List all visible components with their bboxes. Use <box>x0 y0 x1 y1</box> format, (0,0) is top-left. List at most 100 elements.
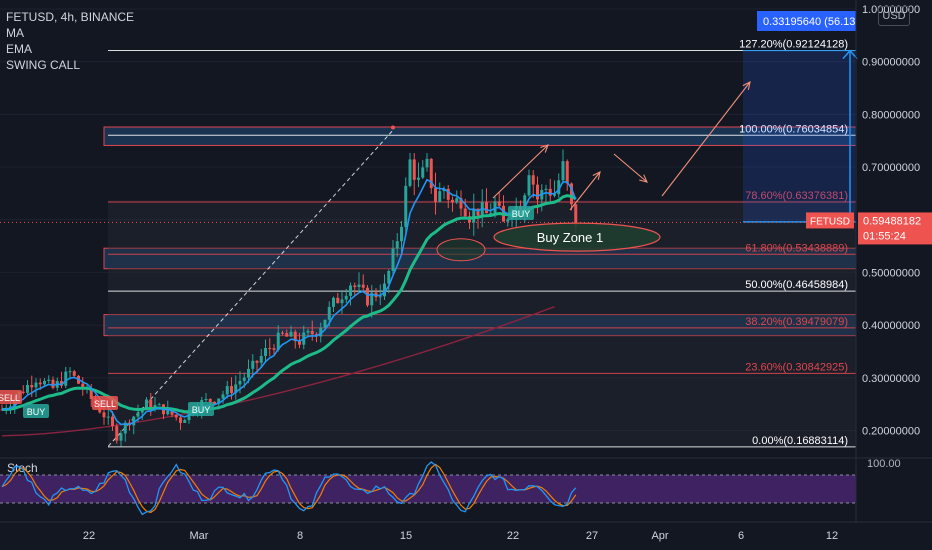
candle-body <box>434 188 437 202</box>
stoch-k-line <box>1 461 577 516</box>
candle-body <box>119 433 123 441</box>
projection-arrow-2-head <box>592 171 601 180</box>
candle-body <box>38 382 42 385</box>
candle-body <box>421 167 425 178</box>
candle-body <box>340 299 344 304</box>
candle-body <box>281 332 284 334</box>
candle-body <box>391 248 395 271</box>
candle-body <box>213 401 216 404</box>
ema-line <box>1 194 577 414</box>
ma-line <box>1 178 577 426</box>
candle-body <box>353 285 357 288</box>
candle-body <box>489 212 493 214</box>
candle-body <box>68 371 72 373</box>
candle-body <box>446 188 450 200</box>
signal-tag-sell <box>92 396 118 410</box>
candle-body <box>204 398 208 401</box>
projection-arrow-3 <box>613 153 648 183</box>
time-axis-label: Mar <box>190 530 209 542</box>
fib-level-label: 50.00%(0.46458984) <box>745 279 848 291</box>
fib-level-label: 38.20%(0.39479079) <box>745 316 848 328</box>
candle-body <box>506 219 510 222</box>
candle-body <box>47 379 51 381</box>
candle-body <box>485 202 488 214</box>
candle-body <box>387 270 391 284</box>
candle-body <box>72 371 76 376</box>
candle-body <box>451 199 454 203</box>
candle-body <box>136 412 140 417</box>
indicator-ma[interactable]: MA <box>6 26 24 40</box>
candle-body <box>366 287 369 306</box>
projection-arrow-4-head <box>742 80 751 90</box>
fib-level-label: 23.60%(0.30842925) <box>745 361 848 373</box>
time-axis-label: 6 <box>738 530 744 542</box>
candle-body <box>183 420 187 423</box>
candle-body <box>395 241 399 249</box>
candle-body <box>310 330 314 335</box>
candle-body <box>548 188 552 196</box>
candle-body <box>455 198 459 203</box>
candle-body <box>536 184 539 200</box>
buy-zone-ellipse[interactable] <box>493 222 661 252</box>
candle-body <box>531 175 535 185</box>
candle-body <box>89 388 93 399</box>
candle-body <box>378 296 382 298</box>
candle-body <box>230 386 233 393</box>
candle-body <box>132 416 136 426</box>
time-axis-label: 12 <box>826 530 838 542</box>
symbol-title[interactable]: FETUSD, 4h, BINANCE <box>6 10 135 24</box>
signal-tag-text: SELL <box>94 399 116 409</box>
candle-body <box>64 371 68 386</box>
candle-body <box>370 292 374 306</box>
candle-body <box>34 382 38 388</box>
candle-body <box>51 379 55 388</box>
time-axis-label: 27 <box>586 530 598 542</box>
candle-body <box>336 297 340 304</box>
fib-level-label: 61.80%(0.53438889) <box>745 242 848 254</box>
candle-body <box>429 158 433 189</box>
indicator-ema[interactable]: EMA <box>6 42 33 56</box>
indicator-swing-call[interactable]: SWING CALL <box>6 58 81 72</box>
candle-body <box>497 201 501 206</box>
candle-body <box>400 226 403 242</box>
candle-body <box>570 183 573 205</box>
candle-body <box>459 198 463 209</box>
countdown-text: 01:55:24 <box>863 230 906 242</box>
candle-body <box>111 416 114 427</box>
price-axis-label: 0.40000000 <box>862 320 920 332</box>
currency-button[interactable]: USD <box>878 6 910 26</box>
candle-body <box>9 406 12 409</box>
trend-peak-dot <box>391 125 395 130</box>
signal-tag-buy <box>508 206 534 220</box>
fib-shaded-area <box>108 200 856 448</box>
candle-body <box>408 159 412 186</box>
candle-body <box>332 297 335 307</box>
signal-tag-sell <box>0 390 22 404</box>
candle-body <box>102 412 106 418</box>
candle-body <box>242 377 246 381</box>
candle-body <box>553 194 556 196</box>
price-axis-label: 0.30000000 <box>862 373 920 385</box>
candle-body <box>383 283 386 297</box>
candle-body <box>349 285 352 296</box>
signal-tag-text: BUY <box>27 407 46 417</box>
candle-body <box>43 380 46 385</box>
candle-body <box>442 188 446 192</box>
projection-arrow-2 <box>569 171 601 211</box>
candle-body <box>472 208 476 223</box>
small-buy-ellipse[interactable] <box>436 238 486 262</box>
candle-body <box>255 360 259 363</box>
measure-box[interactable] <box>743 50 855 222</box>
candle-body <box>106 416 110 418</box>
candle-body <box>145 399 148 409</box>
candle-body <box>234 384 238 393</box>
measure-badge-text: 0.33195640 (56.13 <box>763 16 855 28</box>
measure-badge-bg <box>757 11 856 31</box>
candle-body <box>306 330 310 333</box>
candle-body <box>344 295 348 300</box>
candle-body <box>225 386 229 395</box>
projection-arrow-4 <box>661 81 751 197</box>
time-axis-label: 15 <box>400 530 412 542</box>
